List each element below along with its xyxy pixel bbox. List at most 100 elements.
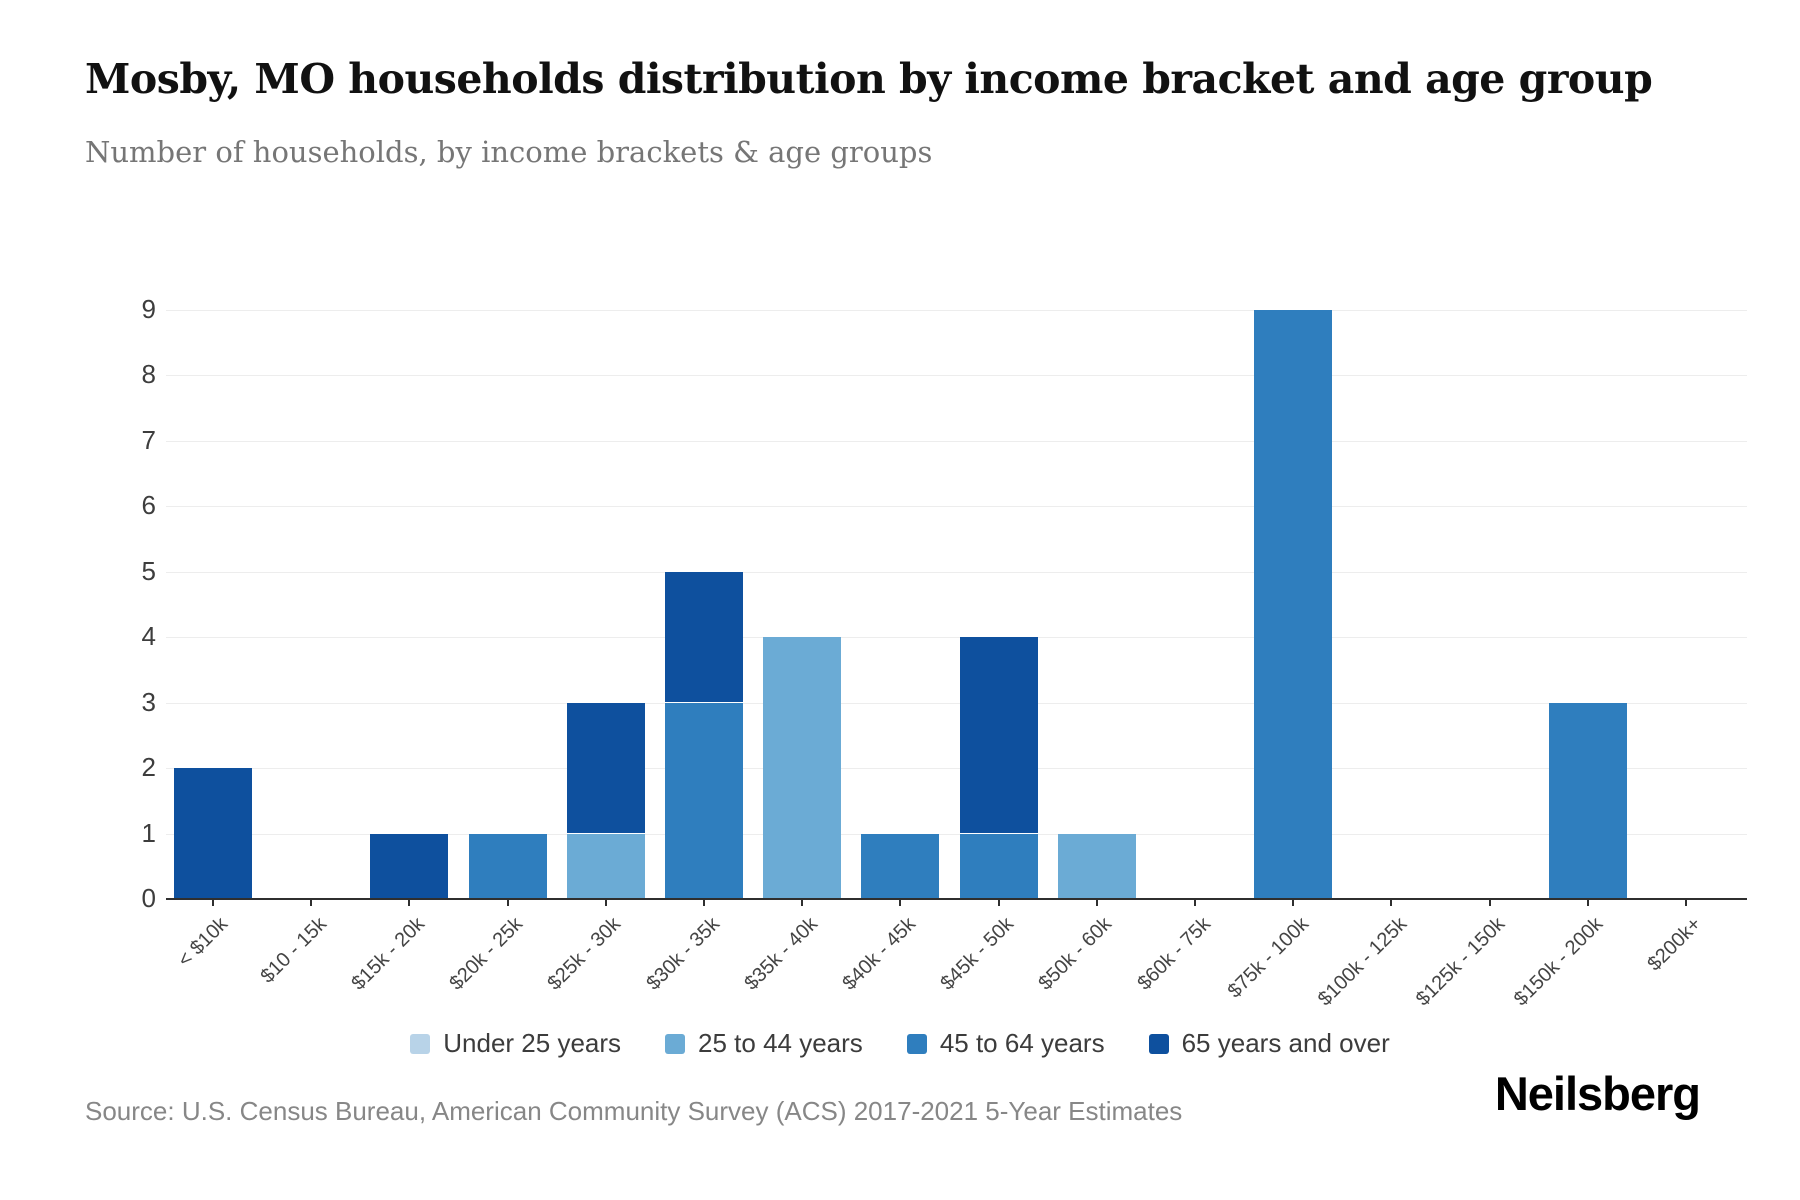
bar-segment[interactable] bbox=[370, 833, 449, 899]
x-tick bbox=[1586, 899, 1589, 906]
gridline bbox=[166, 702, 1747, 704]
x-tick bbox=[997, 899, 1000, 906]
x-category-label: $25k - 30k bbox=[543, 913, 626, 995]
bar-stack bbox=[566, 279, 645, 899]
x-axis-line bbox=[166, 898, 1747, 900]
x-category-label: $75k - 100k bbox=[1223, 913, 1313, 1003]
bar-segment[interactable] bbox=[665, 571, 743, 703]
x-tick bbox=[1390, 899, 1393, 906]
x-tick bbox=[1194, 899, 1196, 906]
bar-segment[interactable] bbox=[1254, 309, 1333, 899]
legend-label: 65 years and over bbox=[1181, 1028, 1390, 1058]
bar-segment[interactable] bbox=[174, 768, 252, 899]
x-category-label: $40k - 45k bbox=[838, 913, 920, 995]
x-category-label: $60k - 75k bbox=[1132, 913, 1215, 995]
bar-segment[interactable] bbox=[665, 702, 743, 899]
bar-stack bbox=[468, 279, 547, 899]
legend-swatch bbox=[410, 1033, 431, 1054]
x-tick bbox=[506, 899, 509, 906]
x-tick bbox=[212, 899, 214, 906]
legend-swatch bbox=[1148, 1033, 1169, 1054]
chart-legend: Under 25 years 25 to 44 years 45 to 64 yea… bbox=[0, 1028, 1800, 1059]
legend-label: Under 25 years bbox=[443, 1028, 622, 1058]
legend-swatch bbox=[906, 1033, 927, 1054]
x-category-label: $10 - 15k bbox=[256, 913, 331, 988]
bar-segment[interactable] bbox=[1057, 833, 1136, 899]
y-tick-label: 1 bbox=[141, 817, 156, 848]
bar-stack bbox=[665, 279, 743, 899]
x-category-label: $20k - 25k bbox=[445, 913, 528, 995]
bar-stack bbox=[1548, 279, 1627, 899]
bar-stack bbox=[861, 279, 940, 899]
x-tick bbox=[1292, 899, 1295, 906]
y-tick-label: 8 bbox=[141, 359, 156, 389]
gridline bbox=[166, 440, 1747, 442]
y-tick-label: 4 bbox=[141, 621, 156, 651]
legend-item[interactable]: 25 to 44 years bbox=[665, 1028, 863, 1059]
x-category-label: $30k - 35k bbox=[641, 913, 724, 995]
bar-stack bbox=[272, 279, 350, 899]
bar-segment[interactable] bbox=[763, 637, 842, 899]
x-tick bbox=[408, 899, 411, 906]
legend-item[interactable]: 45 to 64 years bbox=[906, 1028, 1105, 1059]
bar-stack bbox=[1057, 279, 1136, 899]
source-note: Source: U.S. Census Bureau, American Com… bbox=[85, 1096, 1183, 1126]
gridline bbox=[166, 833, 1747, 835]
x-category-label: $50k - 60k bbox=[1034, 913, 1117, 995]
bar-segment[interactable] bbox=[468, 833, 547, 899]
bar-stack bbox=[959, 279, 1038, 899]
gridline bbox=[166, 309, 1747, 311]
legend-label: 45 to 64 years bbox=[939, 1028, 1105, 1058]
neilsberg-logo: Neilsberg bbox=[1494, 1067, 1701, 1120]
gridline bbox=[166, 768, 1747, 769]
x-tick bbox=[1685, 899, 1687, 906]
y-tick-label: 9 bbox=[141, 293, 156, 324]
legend-item[interactable]: Under 25 years bbox=[410, 1028, 621, 1059]
y-tick-label: 0 bbox=[141, 883, 156, 913]
y-tick-label: 2 bbox=[141, 752, 156, 782]
gridline bbox=[166, 637, 1747, 638]
legend-swatch bbox=[665, 1033, 686, 1054]
x-category-label: $15k - 20k bbox=[347, 913, 429, 995]
gridline bbox=[166, 571, 1747, 573]
x-tick bbox=[703, 899, 705, 906]
bar-stack bbox=[1451, 279, 1529, 899]
x-category-label: < $10k bbox=[174, 913, 233, 972]
bar-stack bbox=[370, 279, 449, 899]
x-tick bbox=[604, 899, 607, 906]
bar-segment[interactable] bbox=[959, 637, 1038, 834]
bar-segment[interactable] bbox=[566, 833, 645, 899]
bar-stack bbox=[1352, 279, 1430, 899]
legend-label: 25 to 44 years bbox=[698, 1028, 863, 1058]
bar-stack bbox=[1647, 279, 1725, 899]
x-category-label: $150k - 200k bbox=[1510, 913, 1608, 1011]
bar-stack bbox=[763, 279, 842, 899]
y-tick-label: 6 bbox=[141, 490, 156, 520]
y-tick-label: 3 bbox=[141, 686, 156, 717]
page-title: Mosby, MO households distribution by inc… bbox=[85, 55, 1653, 103]
bar-stack bbox=[174, 279, 252, 899]
x-category-label: $200k+ bbox=[1643, 913, 1706, 976]
bar-segment[interactable] bbox=[566, 702, 645, 834]
x-category-label: $100k - 125k bbox=[1313, 913, 1411, 1011]
bar-stack bbox=[1254, 279, 1333, 899]
x-category-label: $35k - 40k bbox=[740, 913, 822, 995]
bar-segment[interactable] bbox=[1548, 702, 1627, 899]
y-tick-label: 7 bbox=[141, 424, 156, 455]
x-tick bbox=[1095, 899, 1098, 906]
x-tick bbox=[1488, 899, 1491, 906]
x-tick bbox=[899, 899, 902, 906]
x-tick bbox=[801, 899, 804, 906]
y-tick-label: 5 bbox=[141, 555, 156, 586]
gridline bbox=[166, 375, 1747, 376]
page-subtitle: Number of households, by income brackets… bbox=[85, 135, 933, 169]
legend-item[interactable]: 65 years and over bbox=[1148, 1028, 1390, 1059]
x-category-label: $45k - 50k bbox=[936, 913, 1019, 995]
x-tick bbox=[310, 899, 313, 906]
bar-segment[interactable] bbox=[861, 833, 940, 899]
x-category-label: $125k - 150k bbox=[1411, 913, 1510, 1011]
bar-segment[interactable] bbox=[959, 833, 1038, 899]
plot-area: 0 1 2 3 4 5 6 7 8 9 < $10k $10 - 15k $15k - 20k $20k … bbox=[142, 279, 1747, 1010]
gridline bbox=[166, 506, 1747, 507]
